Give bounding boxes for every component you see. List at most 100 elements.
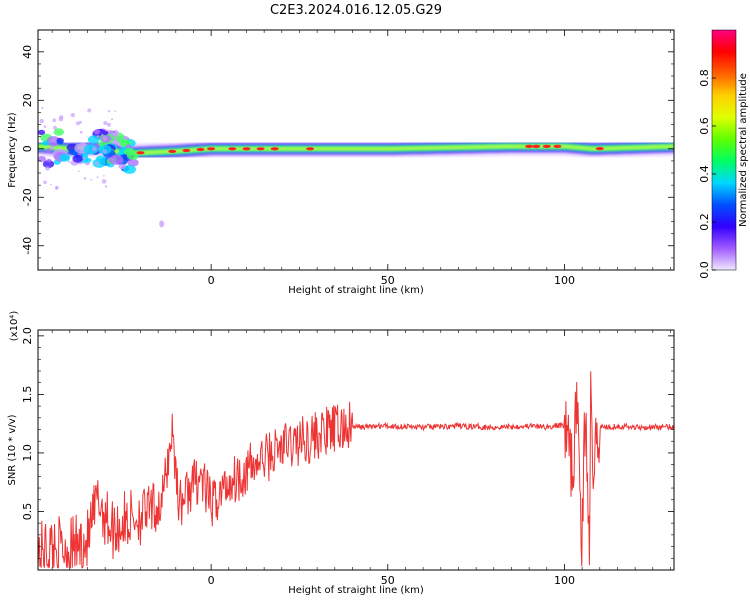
spectrogram-speck bbox=[159, 220, 165, 228]
spectrogram-noise-blob bbox=[72, 154, 84, 163]
snr-y-tick-label: 0.5 bbox=[21, 503, 34, 520]
spectrogram-noise-blob bbox=[53, 128, 65, 136]
spectrogram-speck bbox=[78, 170, 80, 173]
colorbar-tick-label: 0.6 bbox=[698, 117, 711, 135]
snr-x-tick-label: 50 bbox=[381, 574, 395, 587]
spectrogram-y-tick-label: 40 bbox=[21, 45, 34, 59]
snr-y-scale-label: (x10⁴) bbox=[9, 311, 20, 342]
spectrogram-speck bbox=[64, 150, 68, 154]
ridge-hotspot bbox=[182, 148, 191, 153]
spectrogram-speck bbox=[59, 115, 64, 120]
spectrogram-speck bbox=[96, 176, 99, 179]
spectrogram-noise-blob bbox=[38, 156, 46, 163]
spectrogram-speck bbox=[53, 125, 57, 130]
spectrogram-speck bbox=[82, 156, 86, 160]
spectrogram-noise-blob bbox=[85, 158, 92, 163]
spectrogram-y-tick-label: -40 bbox=[21, 237, 34, 255]
spectrogram-speck bbox=[102, 136, 107, 141]
spectrogram-speck bbox=[101, 179, 107, 184]
colorbar-ticks: 0.0 0.2 0.4 0.6 0.8 bbox=[698, 69, 716, 279]
ridge-hotspot bbox=[196, 147, 205, 152]
spectrogram-speck bbox=[39, 118, 44, 124]
spectrogram-noise-blob bbox=[45, 148, 52, 153]
spectrogram-noise-blob bbox=[56, 139, 64, 145]
snr-y-tick-label: 1.5 bbox=[21, 386, 34, 404]
spectrogram-speck bbox=[115, 131, 119, 135]
spectrogram-noise-blob bbox=[93, 129, 101, 135]
spectrogram-speck bbox=[92, 146, 97, 152]
colorbar: 0.0 0.2 0.4 0.6 0.8 Normalized spectral ampl… bbox=[698, 29, 749, 279]
snr-x-label: Height of straight line (km) bbox=[288, 585, 424, 596]
snr-x-tick-label: 0 bbox=[208, 574, 215, 587]
ridge-hotspot bbox=[553, 144, 562, 148]
ridge-hotspot bbox=[168, 149, 177, 153]
spectrogram-speck bbox=[103, 175, 105, 177]
spectrogram-image bbox=[38, 107, 674, 228]
spectrogram-x-ticks: 0 50 100 bbox=[51, 30, 671, 287]
spectrogram-noise-blob bbox=[59, 153, 71, 162]
colorbar-tick-label: 0.2 bbox=[698, 213, 711, 231]
spectrogram-speck bbox=[102, 149, 108, 154]
spectrogram-noise-blob bbox=[92, 158, 106, 168]
spectrogram-speck bbox=[50, 183, 52, 186]
spectrogram-noise-blob bbox=[127, 158, 139, 167]
spectrogram-speck bbox=[103, 121, 108, 125]
spectrogram-speck bbox=[52, 118, 57, 123]
spectrogram-speck bbox=[43, 125, 47, 128]
spectrogram-speck bbox=[87, 108, 92, 113]
spectrogram-noise-blob bbox=[118, 163, 126, 170]
colorbar-bar bbox=[711, 29, 737, 271]
spectrogram-speck bbox=[106, 122, 111, 127]
spectrogram-speck bbox=[83, 177, 87, 180]
ridge-hotspot bbox=[542, 144, 551, 148]
spectrogram-y-tick-label: -20 bbox=[21, 188, 34, 206]
spectrogram-noise-blob bbox=[123, 147, 135, 156]
snr-frame bbox=[37, 329, 675, 571]
snr-y-tick-label: 1.0 bbox=[21, 444, 34, 462]
colorbar-tick-label: 0.0 bbox=[698, 261, 711, 279]
snr-x-tick-label: 100 bbox=[554, 574, 575, 587]
spectrogram-x-tick-label: 50 bbox=[381, 274, 395, 287]
spectrogram-noise-blob bbox=[42, 140, 50, 146]
spectrogram-speck bbox=[90, 153, 93, 156]
spectrogram-noise-blob bbox=[102, 130, 109, 136]
ridge-hotspot bbox=[136, 151, 145, 155]
spectrogram-speck bbox=[43, 180, 47, 185]
snr-panel: 0 50 100 0.5 1.0 1.5 2.0 Height of straight l… bbox=[7, 311, 675, 596]
spectrogram-speck bbox=[45, 166, 50, 171]
spectrogram-y-tick-label: 0 bbox=[21, 145, 34, 152]
spectrogram-noise-blob bbox=[46, 136, 61, 147]
ridge-hotspot bbox=[525, 144, 534, 148]
ridge-hotspot bbox=[595, 147, 604, 151]
ridge-hotspot bbox=[306, 147, 315, 151]
snr-y-tick-label: 2.0 bbox=[21, 327, 34, 345]
colorbar-label: Normalized spectral amplitude bbox=[738, 73, 749, 227]
spectrogram-speck bbox=[55, 186, 59, 190]
snr-y-label: SNR (10 * v/v) bbox=[7, 414, 18, 485]
spectrogram-speck bbox=[114, 110, 117, 113]
spectrogram-noise-blob bbox=[42, 160, 55, 169]
spectrogram-y-tick-label: 20 bbox=[21, 93, 34, 107]
spectrogram-speck bbox=[68, 160, 71, 163]
spectrogram-speck bbox=[96, 135, 100, 139]
spectrogram-speck bbox=[41, 107, 44, 110]
ridge-hotspot bbox=[242, 147, 251, 151]
spectrogram-noise-blob bbox=[50, 146, 55, 150]
spectrogram-noise-blob bbox=[109, 154, 124, 165]
ridge-hotspot bbox=[207, 147, 216, 151]
spectrogram-y-ticks: -40 -20 0 20 40 bbox=[21, 39, 674, 271]
spectrogram-y-label: Frequency (Hz) bbox=[7, 112, 18, 188]
spectrogram-speck bbox=[75, 121, 80, 126]
spectrogram-noise-blob bbox=[123, 164, 136, 174]
spectrogram-speck bbox=[90, 178, 93, 181]
ridge-hotspot bbox=[256, 147, 265, 151]
snr-series-line bbox=[38, 371, 674, 569]
snr-plot-area bbox=[38, 371, 674, 569]
spectrogram-noise-blob bbox=[38, 129, 46, 136]
spectrogram-x-tick-label: 0 bbox=[208, 274, 215, 287]
spectrogram-speck bbox=[94, 161, 100, 166]
snr-x-ticks: 0 50 100 bbox=[51, 330, 671, 587]
spectrogram-noise-blob bbox=[120, 139, 129, 146]
spectrogram-panel: 0 50 100 -40 -20 0 20 40 Height of straight li… bbox=[7, 29, 675, 296]
